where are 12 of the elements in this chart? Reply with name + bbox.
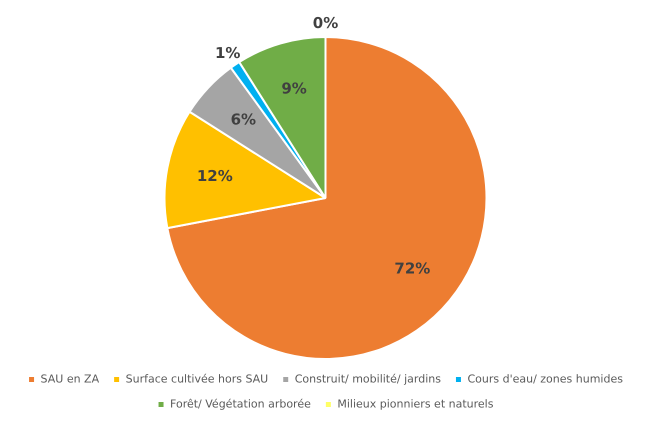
legend-label: SAU en ZA: [40, 372, 100, 386]
text: 0%: [312, 14, 338, 32]
data-label: 6%: [230, 110, 256, 129]
data-label: 72%: [394, 260, 430, 278]
legend-label: Forêt/ Végétation arborée: [170, 397, 312, 410]
legend-label: Construit/ mobilité/ jardins: [294, 372, 442, 386]
data-label: 1%: [214, 44, 240, 62]
data-label: 9%: [281, 80, 307, 98]
legend-label: Milieux pionniers et naturels: [337, 397, 494, 410]
legend-label: Cours d'eau/ zones humides: [467, 372, 624, 386]
data-label: 12%: [196, 166, 233, 185]
legend-label: Surface cultivée hors SAU: [126, 372, 268, 386]
